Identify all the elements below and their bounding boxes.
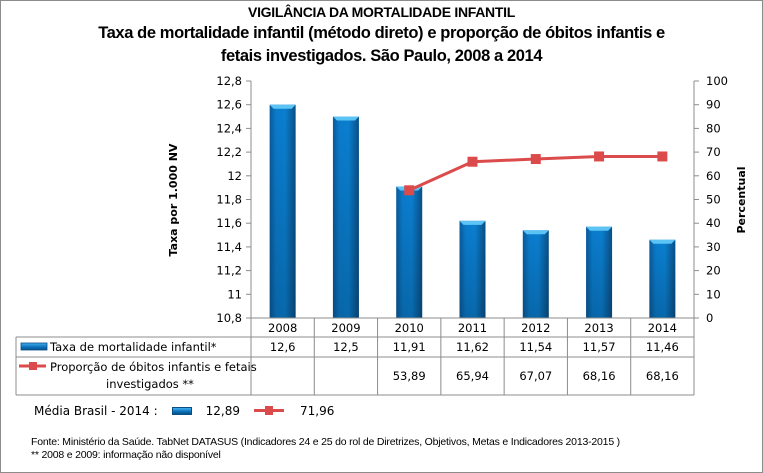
chart-supertitle: VIGILÂNCIA DA MORTALIDADE INFANTIL — [248, 4, 515, 20]
line-marker — [657, 151, 668, 162]
y-tick-label: 11,2 — [216, 264, 242, 278]
bar — [269, 104, 296, 318]
bar-shade — [396, 186, 423, 318]
x-tick-label: 2008 — [268, 321, 297, 335]
table-cell-taxa: 11,91 — [393, 340, 426, 354]
y2-tick-label: 100 — [706, 74, 728, 88]
x-tick-label: 2013 — [584, 321, 613, 335]
bar-bevel — [269, 104, 296, 109]
bar-bevel — [332, 116, 359, 121]
table-cell-proporcao: 53,89 — [393, 369, 426, 383]
y2-tick-label: 30 — [706, 240, 721, 254]
table-cell-taxa: 11,62 — [456, 340, 489, 354]
y-tick-label: 12,6 — [216, 98, 242, 112]
bar-bevel — [649, 239, 676, 244]
bar — [586, 226, 613, 318]
y-tick-label: 12,4 — [216, 121, 242, 135]
y2-tick-label: 50 — [706, 193, 721, 207]
bar-shade — [649, 239, 676, 318]
table-cell-taxa: 11,54 — [519, 340, 552, 354]
bar-shade — [522, 230, 549, 318]
source-note: Fonte: Ministério da Saúde. TabNet DATAS… — [31, 436, 620, 448]
y2-tick-label: 20 — [706, 264, 721, 278]
y2-tick-label: 60 — [706, 169, 721, 183]
media-brasil-taxa: 12,89 — [205, 403, 241, 418]
media-brasil-legend: Média Brasil - 2014 : 12,89 71,96 — [34, 403, 344, 418]
x-tick-label: 2010 — [395, 321, 424, 335]
line-marker — [530, 154, 541, 165]
x-tick-label: 2009 — [331, 321, 360, 335]
y2-tick-label: 40 — [706, 216, 721, 230]
bar — [332, 116, 359, 318]
media-brasil-proporcao: 71,96 — [300, 403, 335, 418]
x-tick-label: 2011 — [458, 321, 487, 335]
table-cell-proporcao: 65,94 — [456, 369, 489, 383]
bar-bevel — [459, 220, 486, 225]
y2-tick-label: 10 — [706, 287, 721, 301]
chart-title-line-1: Taxa de mortalidade infantil (método dir… — [98, 24, 665, 42]
y2-tick-label: 70 — [706, 145, 721, 159]
bar-swatch-icon — [171, 406, 192, 415]
y-tick-label: 12,2 — [216, 145, 242, 159]
bar-shade — [332, 116, 359, 318]
line-marker — [467, 156, 478, 167]
media-brasil-label: Média Brasil - 2014 : — [34, 403, 158, 418]
y2-tick-label: 90 — [706, 98, 721, 112]
y-tick-label: 10,8 — [216, 311, 242, 325]
line-swatch-icon — [254, 406, 285, 415]
line-marker — [594, 151, 605, 162]
y2-tick-label: 80 — [706, 121, 721, 135]
bar-shade — [269, 104, 296, 318]
y-tick-label: 11,4 — [216, 240, 242, 254]
y-tick-label: 12 — [227, 169, 242, 183]
table-cell-proporcao: 67,07 — [519, 369, 552, 383]
chart-title-line-2: fetais investigados. São Paulo, 2008 a 2… — [220, 47, 543, 65]
y-tick-label: 11,8 — [216, 193, 242, 207]
bar — [649, 239, 676, 318]
y-tick-label: 11 — [227, 287, 242, 301]
bar — [522, 230, 549, 318]
table-cell-proporcao: 68,16 — [583, 369, 616, 383]
table-cell-taxa: 11,46 — [646, 340, 679, 354]
bar-shade — [586, 226, 613, 318]
y-axis-title: Taxa por 1.000 NV — [167, 143, 180, 256]
bar-legend-icon — [20, 342, 48, 351]
line-legend-marker-icon — [29, 362, 37, 370]
bar-bevel — [522, 230, 549, 235]
x-tick-label: 2012 — [521, 321, 550, 335]
legend-label-proporcao-1: Proporção de óbitos infantis e fetais — [50, 360, 257, 374]
table-cell-taxa: 12,6 — [270, 340, 296, 354]
bar — [396, 186, 423, 318]
y2-tick-label: 0 — [706, 311, 713, 325]
bar-shade — [459, 220, 486, 318]
availability-note: ** 2008 e 2009: informação não disponíve… — [31, 449, 221, 461]
table-cell-proporcao: 68,16 — [646, 369, 679, 383]
y2-axis-title: Percentual — [735, 166, 748, 233]
y-tick-label: 12,8 — [216, 74, 242, 88]
line-marker — [404, 185, 415, 196]
legend-label-taxa: Taxa de mortalidade infantil* — [49, 340, 217, 354]
bar — [459, 220, 486, 318]
bar-bevel — [586, 226, 613, 231]
y-tick-label: 11,6 — [216, 216, 242, 230]
legend-label-proporcao-2: investigados ** — [106, 377, 194, 391]
x-tick-label: 2014 — [648, 321, 677, 335]
table-cell-taxa: 11,57 — [583, 340, 616, 354]
table-cell-taxa: 12,5 — [333, 340, 359, 354]
